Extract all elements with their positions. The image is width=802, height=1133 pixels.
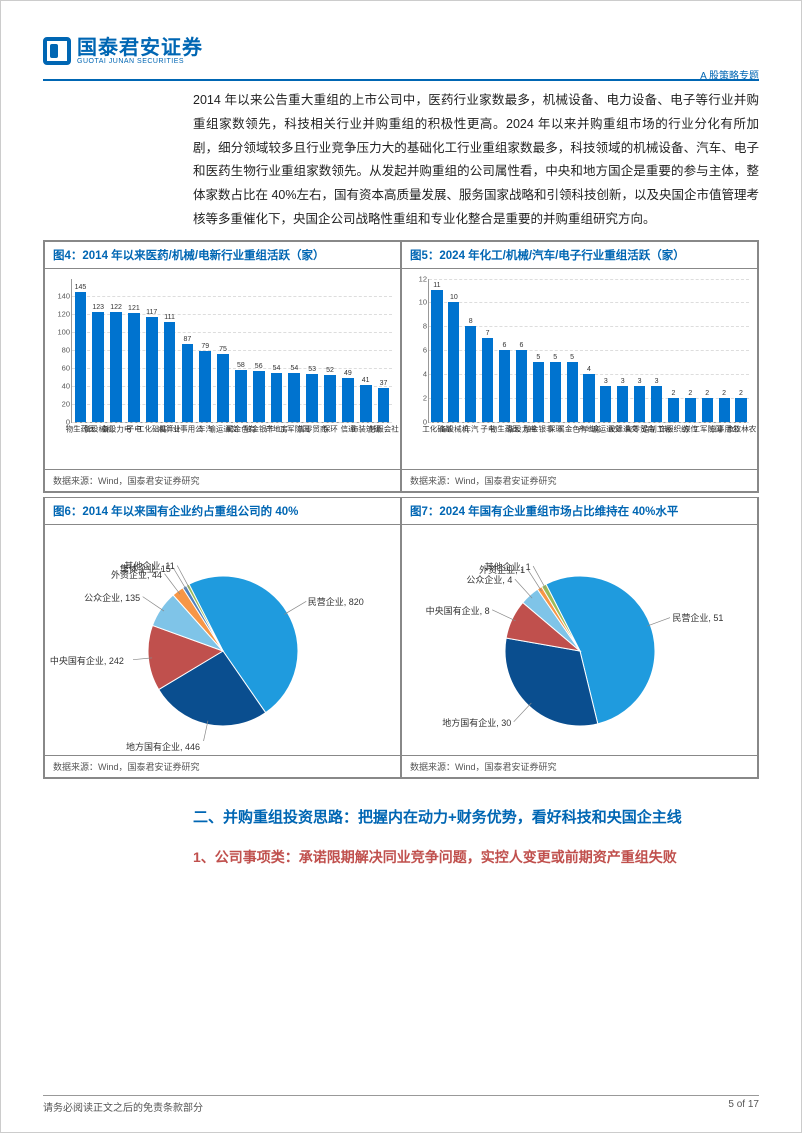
fig4-title: 图4：2014 年以来医药/机械/电新行业重组活跃（家）	[45, 242, 400, 269]
header-rule	[43, 79, 759, 81]
fig7-chart: 民营企业, 51地方国有企业, 30中央国有企业, 8公众企业, 4外资企业, …	[402, 525, 757, 755]
body-paragraph: 2014 年以来公告重大重组的上市公司中，医药行业家数最多，机械设备、电力设备、…	[193, 89, 759, 232]
logo-cn: 国泰君安证券	[77, 38, 203, 58]
fig5-source: 数据来源：Wind，国泰君安证券研究	[402, 469, 757, 491]
section-heading-2: 二、并购重组投资思路：把握内在动力+财务优势，看好科技和央国企主线	[193, 801, 759, 834]
fig4-source: 数据来源：Wind，国泰君安证券研究	[45, 469, 400, 491]
logo-icon	[43, 37, 71, 65]
footer-page-num: 5 of 17	[728, 1099, 759, 1114]
fig5-chart: 02468101211基础化工10机械设备8汽车7电子6医药生物6电力设备5非银…	[406, 275, 753, 465]
fig5-cell: 图5：2024 年化工/机械/汽车/电子行业重组活跃（家） 0246810121…	[401, 241, 758, 492]
section-heading-3: 1、公司事项类：承诺限期解决同业竞争问题，实控人变更或前期资产重组失败	[193, 842, 759, 873]
fig7-cell: 图7：2024 年国有企业重组市场占比维持在 40%水平 民营企业, 51地方国…	[401, 497, 758, 778]
fig6-cell: 图6：2014 年以来国有企业约占重组公司的 40% 民营企业, 820地方国有…	[44, 497, 401, 778]
fig4-cell: 图4：2014 年以来医药/机械/电新行业重组活跃（家） 02040608010…	[44, 241, 401, 492]
charts-grid-bottom: 图6：2014 年以来国有企业约占重组公司的 40% 民营企业, 820地方国有…	[43, 497, 759, 779]
fig6-title: 图6：2014 年以来国有企业约占重组公司的 40%	[45, 498, 400, 525]
fig5-title: 图5：2024 年化工/机械/汽车/电子行业重组活跃（家）	[402, 242, 757, 269]
footer-disclaimer: 请务必阅读正文之后的免责条款部分	[43, 1099, 203, 1114]
fig7-source: 数据来源：Wind，国泰君安证券研究	[402, 755, 757, 777]
charts-grid-top: 图4：2014 年以来医药/机械/电新行业重组活跃（家） 02040608010…	[43, 240, 759, 493]
logo-en: GUOTAI JUNAN SECURITIES	[77, 58, 203, 65]
logo-block: 国泰君安证券 GUOTAI JUNAN SECURITIES	[43, 31, 759, 71]
fig6-source: 数据来源：Wind，国泰君安证券研究	[45, 755, 400, 777]
fig4-chart: 020406080100120140145医药生物123机械设备122电力设备1…	[49, 275, 396, 465]
page-footer: 请务必阅读正文之后的免责条款部分 5 of 17	[43, 1095, 759, 1114]
fig6-chart: 民营企业, 820地方国有企业, 446中央国有企业, 242公众企业, 135…	[45, 525, 400, 755]
fig7-title: 图7：2024 年国有企业重组市场占比维持在 40%水平	[402, 498, 757, 525]
